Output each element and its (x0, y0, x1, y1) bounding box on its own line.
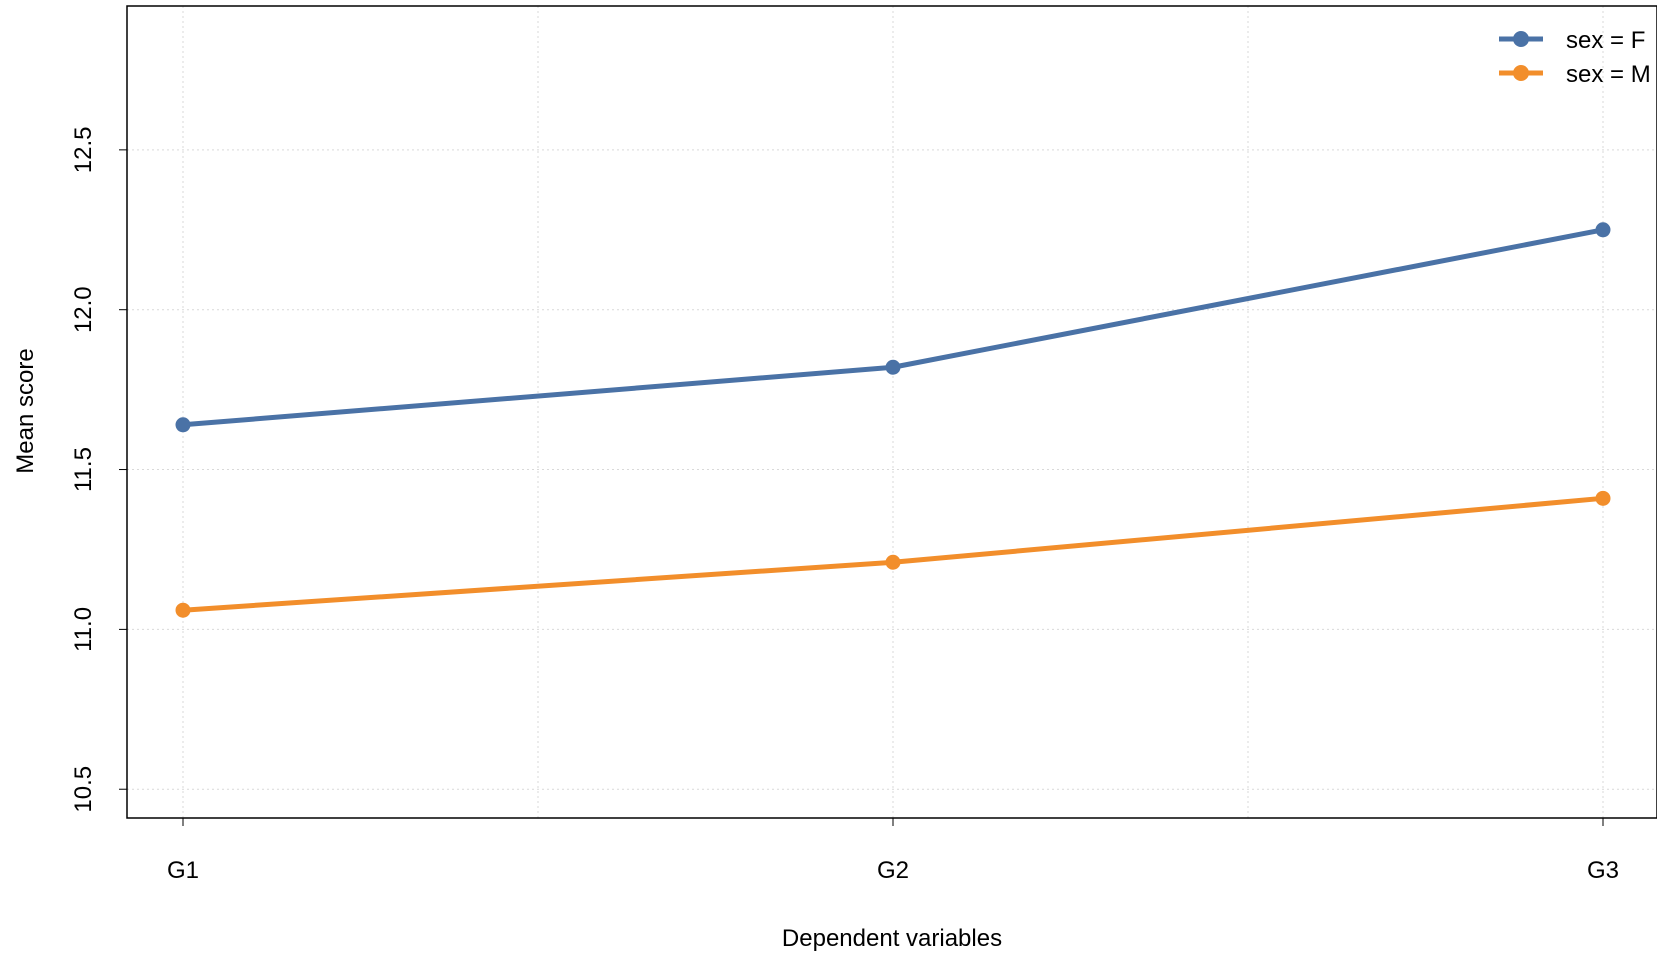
data-point (1595, 490, 1611, 506)
legend-marker-m (1513, 65, 1529, 81)
y-tick-label: 10.5 (70, 766, 97, 813)
x-tick-label: G1 (167, 857, 199, 884)
plot-area-border (126, 5, 1657, 819)
series (175, 222, 1611, 618)
grid (127, 6, 1657, 818)
y-tick-label: 12.5 (70, 126, 97, 173)
data-point (1595, 222, 1611, 238)
legend-label-f: sex = F (1566, 27, 1645, 54)
x-tick-label: G3 (1587, 857, 1619, 884)
data-point (885, 359, 901, 375)
y-tick-label: 11.0 (70, 607, 97, 652)
y-tick-label: 12.0 (70, 286, 97, 333)
legend-label-m: sex = M (1566, 61, 1651, 88)
legend-entry-f: sex = F (1499, 27, 1645, 54)
y-axis-title: Mean score (12, 348, 39, 473)
data-point (175, 602, 191, 618)
x-tick-label: G2 (877, 857, 909, 884)
data-point (885, 554, 901, 570)
axis-ticks: 10.5 11.0 11.5 12.0 12.5 G1 G2 G3 (70, 126, 1619, 884)
y-tick-label: 11.5 (70, 447, 97, 492)
legend-marker-f (1513, 31, 1529, 47)
data-point (175, 417, 191, 433)
series-line-1 (180, 495, 1606, 613)
legend-entry-m: sex = M (1499, 61, 1651, 88)
x-axis-title: Dependent variables (782, 925, 1002, 952)
legend: sex = F sex = M (1499, 27, 1651, 88)
